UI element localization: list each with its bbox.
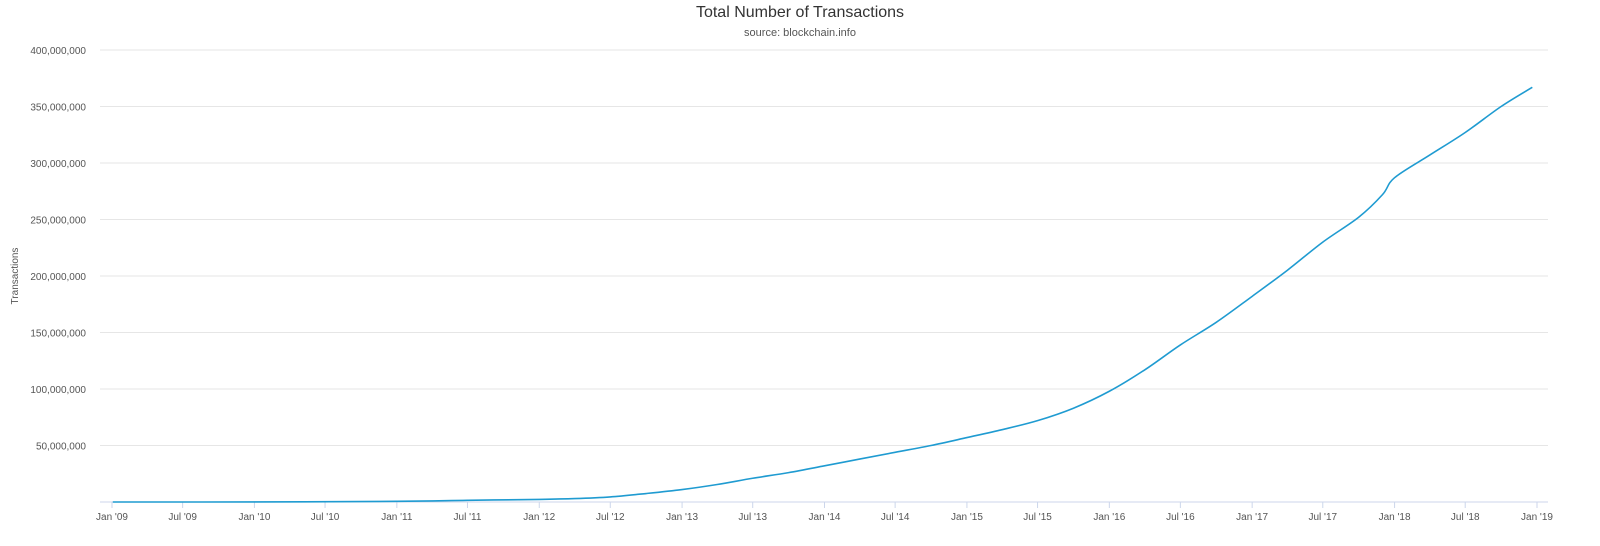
x-tick-label: Jul '15 — [1023, 512, 1052, 523]
y-tick-label: 50,000,000 — [36, 442, 86, 453]
series-layer — [112, 86, 1533, 503]
x-tick-label: Jan '18 — [1379, 512, 1411, 523]
y-axis-label: Transactions — [10, 248, 21, 305]
x-tick-label: Jan '10 — [238, 512, 270, 523]
y-tick-label: 100,000,000 — [30, 385, 86, 396]
x-tick-label: Jan '17 — [1236, 512, 1268, 523]
x-tick-label: Jan '14 — [809, 512, 841, 523]
x-tick-label: Jul '13 — [738, 512, 767, 523]
x-tick-label: Jul '09 — [168, 512, 197, 523]
x-tick-label: Jul '17 — [1308, 512, 1337, 523]
chart-subtitle: source: blockchain.info — [744, 27, 856, 39]
x-tick-label: Jul '18 — [1451, 512, 1480, 523]
x-tick-label: Jul '11 — [454, 512, 482, 523]
x-tick-label: Jul '10 — [311, 512, 340, 523]
x-tick-label: Jan '15 — [951, 512, 983, 523]
x-tick-label: Jan '12 — [523, 512, 555, 523]
y-tick-label: 300,000,000 — [30, 159, 86, 170]
y-tick-label: 400,000,000 — [30, 46, 86, 57]
chart-title: Total Number of Transactions — [695, 4, 905, 21]
y-tick-label: 250,000,000 — [30, 216, 86, 227]
x-tick-label: Jul '12 — [596, 512, 625, 523]
y-tick-label: 200,000,000 — [30, 272, 86, 283]
x-tick-label: Jan '11 — [381, 512, 413, 523]
gridlines — [100, 49, 1548, 446]
x-tick-label: Jul '16 — [1166, 512, 1195, 523]
y-tick-label: 150,000,000 — [30, 329, 86, 340]
x-axis: Jan '09 Jul '09 Jan '10 Jul '10 Jan '11 Jul '… — [96, 501, 1553, 523]
x-tick-label: Jan '13 — [666, 512, 698, 523]
x-tick-label: Jan '19 — [1521, 512, 1553, 523]
series-line — [112, 86, 1533, 503]
x-tick-label: Jan '09 — [96, 512, 128, 523]
y-axis: 50,000,000 100,000,000 150,000,000 200,000,… — [30, 46, 86, 453]
y-tick-label: 350,000,000 — [30, 103, 86, 114]
x-tick-label: Jul '14 — [881, 512, 910, 523]
x-tick-label: Jan '16 — [1093, 512, 1125, 523]
